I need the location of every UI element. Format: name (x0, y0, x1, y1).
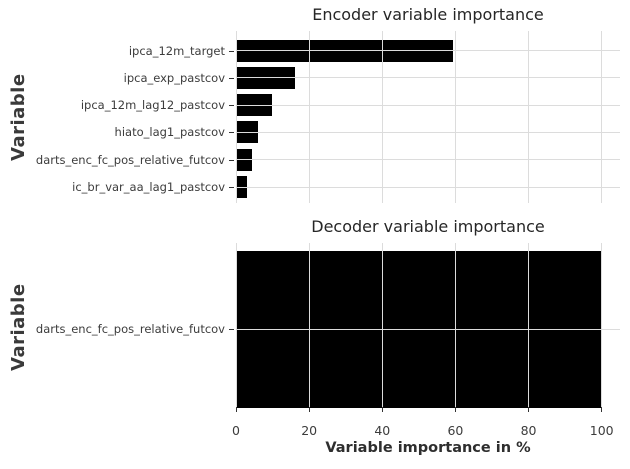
y-tick-mark (229, 187, 234, 188)
gridline-x-60 (454, 31, 456, 203)
gridline-x-20 (308, 31, 310, 203)
y-tick-label-ipca_12m_lag12_pastcov: ipca_12m_lag12_pastcov (80, 98, 225, 113)
y-tick-mark (229, 159, 234, 161)
y-tick-mark (229, 132, 234, 134)
x-tick-mark (601, 407, 603, 412)
gridline-y-darts_enc_fc_pos_relative_futcov (236, 159, 620, 161)
gridline-x-100 (601, 31, 603, 203)
gridline-x-40 (381, 31, 383, 203)
x-tick-mark (308, 407, 310, 412)
gridline-y-darts_enc_fc_pos_relative_futcov (236, 328, 620, 330)
y-tick-mark (229, 329, 234, 330)
y-tick-label-hiato_lag1_pastcov: hiato_lag1_pastcov (114, 125, 225, 140)
gridline-x-0 (235, 31, 237, 203)
gridline-y-ipca_exp_pastcov (236, 77, 620, 79)
gridline-y-hiato_lag1_pastcov (236, 131, 620, 133)
y-tick-mark (229, 77, 234, 79)
encoder-chart-title: Encoder variable importance (312, 5, 544, 24)
gridline-y-ipca_12m_target (236, 50, 620, 51)
x-tick-mark (381, 407, 383, 412)
gridline-x-100 (601, 243, 603, 412)
encoder-plot-area (235, 31, 620, 203)
y-tick-label-ic_br_var_aa_lag1_pastcov: ic_br_var_aa_lag1_pastcov (72, 180, 225, 194)
gridline-x-0 (235, 243, 237, 412)
gridline-x-20 (308, 243, 310, 412)
x-tick-label-80: 80 (520, 423, 537, 438)
gridline-x-80 (528, 31, 530, 203)
gridline-y-ic_br_var_aa_lag1_pastcov (236, 186, 620, 188)
y-tick-label-darts_enc_fc_pos_relative_futcov: darts_enc_fc_pos_relative_futcov (35, 322, 225, 336)
y-tick-label-darts_enc_fc_pos_relative_futcov: darts_enc_fc_pos_relative_futcov (35, 152, 225, 167)
x-tick-label-60: 60 (447, 423, 464, 438)
gridline-x-40 (381, 243, 383, 412)
gridline-x-60 (454, 243, 456, 412)
y-tick-mark (229, 105, 234, 107)
decoder-plot-area (235, 243, 620, 412)
x-tick-label-0: 0 (232, 423, 240, 438)
y-tick-mark (229, 50, 234, 52)
x-tick-label-20: 20 (301, 423, 318, 438)
x-tick-mark (528, 407, 530, 412)
decoder-chart-title: Decoder variable importance (311, 217, 545, 236)
gridline-y-ipca_12m_lag12_pastcov (236, 104, 620, 106)
x-tick-label-100: 100 (589, 423, 614, 438)
y-tick-label-ipca_exp_pastcov: ipca_exp_pastcov (123, 70, 225, 85)
x-tick-mark (235, 407, 237, 412)
x-tick-label-40: 40 (374, 423, 391, 438)
x-tick-mark (454, 407, 456, 412)
gridline-x-80 (528, 243, 530, 412)
y-tick-label-ipca_12m_target: ipca_12m_target (128, 43, 225, 58)
x-axis-label: Variable importance in % (325, 440, 531, 456)
